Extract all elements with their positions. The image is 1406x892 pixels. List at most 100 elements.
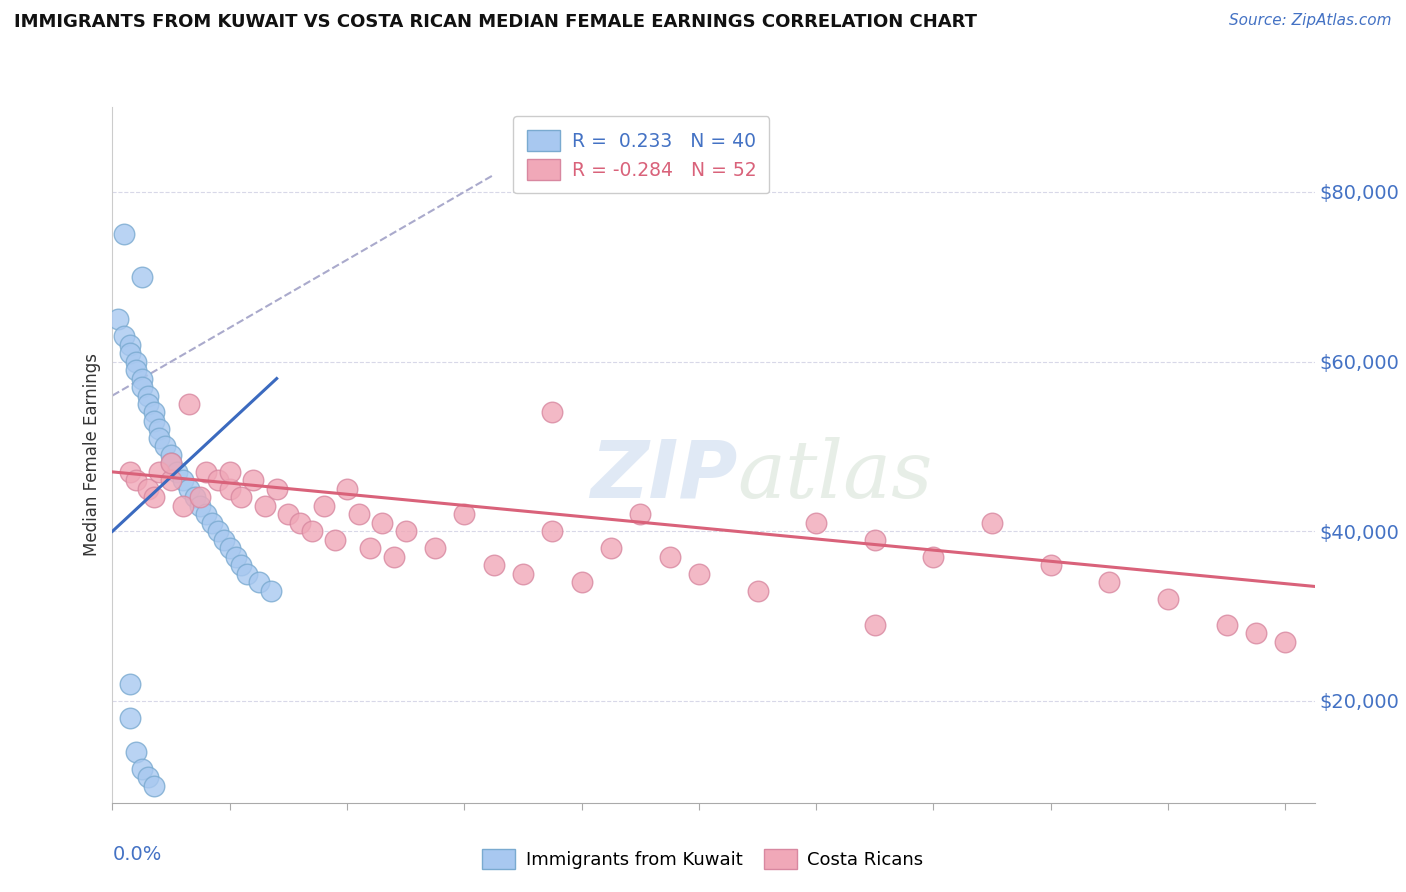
Point <box>131 380 153 394</box>
Point <box>512 566 534 581</box>
Point <box>312 499 335 513</box>
Point <box>360 541 382 556</box>
Point <box>336 482 359 496</box>
Point <box>136 397 159 411</box>
Text: 0.0%: 0.0% <box>112 845 162 863</box>
Point <box>172 474 194 488</box>
Point <box>131 269 153 284</box>
Point <box>120 465 142 479</box>
Text: IMMIGRANTS FROM KUWAIT VS COSTA RICAN MEDIAN FEMALE EARNINGS CORRELATION CHART: IMMIGRANTS FROM KUWAIT VS COSTA RICAN ME… <box>14 13 977 31</box>
Point <box>231 558 253 573</box>
Point <box>482 558 505 573</box>
Point <box>136 770 159 784</box>
Point <box>160 457 183 471</box>
Point <box>148 465 170 479</box>
Text: Source: ZipAtlas.com: Source: ZipAtlas.com <box>1229 13 1392 29</box>
Point <box>323 533 346 547</box>
Point <box>125 363 148 377</box>
Point <box>120 677 142 691</box>
Point <box>148 431 170 445</box>
Y-axis label: Median Female Earnings: Median Female Earnings <box>83 353 101 557</box>
Point <box>125 745 148 759</box>
Point <box>190 491 212 505</box>
Point <box>142 405 165 419</box>
Point <box>177 482 200 496</box>
Point <box>242 474 264 488</box>
Point <box>218 465 240 479</box>
Point <box>201 516 224 530</box>
Point <box>863 533 886 547</box>
Legend: Immigrants from Kuwait, Costa Ricans: Immigrants from Kuwait, Costa Ricans <box>474 839 932 879</box>
Point <box>301 524 323 539</box>
Point <box>266 482 288 496</box>
Point <box>1274 634 1296 648</box>
Point <box>207 474 229 488</box>
Point <box>981 516 1004 530</box>
Point <box>172 499 194 513</box>
Point <box>177 397 200 411</box>
Point <box>247 575 270 590</box>
Point <box>120 346 142 360</box>
Point <box>347 508 370 522</box>
Point <box>107 312 129 326</box>
Point <box>160 457 183 471</box>
Point <box>155 439 177 453</box>
Point <box>218 482 240 496</box>
Point <box>382 549 405 564</box>
Point <box>183 491 205 505</box>
Point <box>628 508 651 522</box>
Point <box>688 566 710 581</box>
Point <box>131 762 153 776</box>
Point <box>112 329 135 343</box>
Point <box>112 227 135 242</box>
Point <box>120 711 142 725</box>
Point <box>658 549 681 564</box>
Point <box>541 405 564 419</box>
Point <box>207 524 229 539</box>
Point <box>190 499 212 513</box>
Point <box>1098 575 1121 590</box>
Point <box>225 549 247 564</box>
Point <box>148 422 170 436</box>
Point <box>371 516 394 530</box>
Point <box>804 516 827 530</box>
Point <box>136 482 159 496</box>
Point <box>195 465 218 479</box>
Point <box>195 508 218 522</box>
Point <box>231 491 253 505</box>
Point <box>166 465 188 479</box>
Point <box>747 583 769 598</box>
Point <box>600 541 623 556</box>
Point <box>142 779 165 793</box>
Point <box>142 414 165 428</box>
Point <box>253 499 276 513</box>
Point <box>131 371 153 385</box>
Point <box>395 524 418 539</box>
Text: atlas: atlas <box>738 437 934 515</box>
Point <box>922 549 945 564</box>
Legend: R =  0.233   N = 40, R = -0.284   N = 52: R = 0.233 N = 40, R = -0.284 N = 52 <box>513 117 769 194</box>
Point <box>453 508 475 522</box>
Point <box>120 337 142 351</box>
Point <box>125 474 148 488</box>
Point <box>1215 617 1237 632</box>
Point <box>423 541 446 556</box>
Text: ZIP: ZIP <box>591 437 738 515</box>
Point <box>1244 626 1267 640</box>
Point <box>277 508 299 522</box>
Point <box>863 617 886 632</box>
Point <box>136 388 159 402</box>
Point <box>571 575 593 590</box>
Point <box>218 541 240 556</box>
Point <box>212 533 235 547</box>
Point <box>125 354 148 368</box>
Point <box>236 566 259 581</box>
Point <box>260 583 283 598</box>
Point <box>288 516 311 530</box>
Point <box>160 448 183 462</box>
Point <box>142 491 165 505</box>
Point <box>160 474 183 488</box>
Point <box>1157 592 1180 607</box>
Point <box>541 524 564 539</box>
Point <box>1039 558 1062 573</box>
